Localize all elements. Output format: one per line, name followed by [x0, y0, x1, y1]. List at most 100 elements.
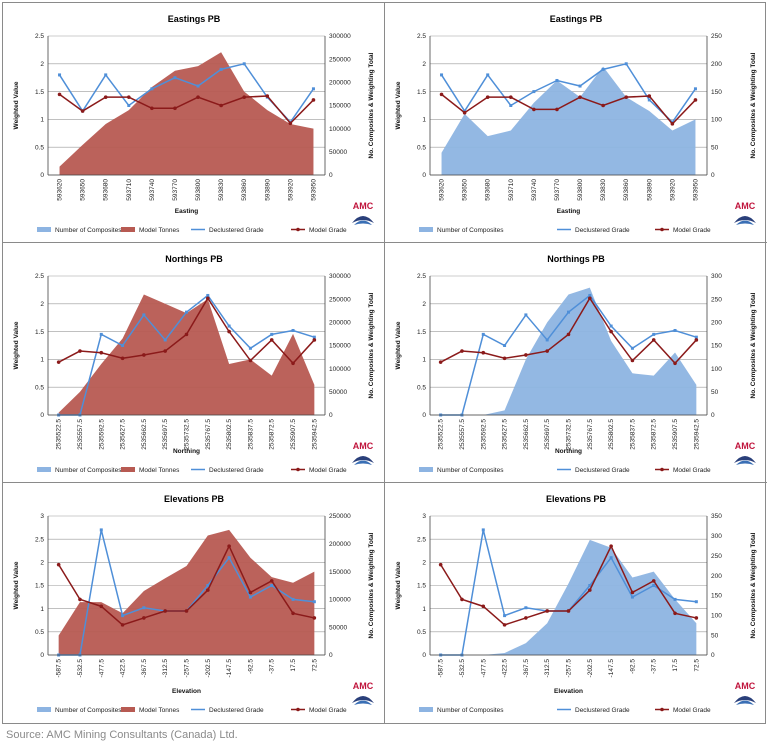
point-model-grade	[206, 588, 210, 592]
y-tick-label: 1.5	[35, 329, 44, 336]
point-model-grade	[439, 92, 444, 97]
point-declustered-grade	[242, 62, 246, 66]
point-model-grade	[142, 353, 146, 357]
series-declustered-grade	[440, 62, 697, 124]
x-tick-label: 2535802.5	[608, 419, 615, 450]
legend-marker	[296, 467, 300, 472]
x-tick-label: 593860	[623, 179, 630, 201]
point-model-grade	[460, 597, 464, 602]
point-declustered-grade	[624, 62, 628, 66]
x-tick-label: 593890	[646, 179, 653, 201]
chart-title: Eastings PB	[168, 14, 221, 24]
y2-tick-label: 300000	[329, 33, 351, 40]
point-model-grade	[184, 609, 189, 613]
y2-tick-label: 100	[711, 117, 722, 124]
x-tick-label: 2535802.5	[226, 419, 233, 450]
point-declustered-grade	[694, 600, 698, 604]
x-tick-label: 2535627.5	[120, 419, 127, 450]
y2-tick-label: 150000	[329, 343, 351, 350]
point-model-grade	[673, 361, 677, 366]
legend-label: Number of Composites	[55, 227, 122, 234]
point-model-grade	[566, 609, 571, 613]
y2-tick-label: 200	[711, 61, 722, 68]
point-declustered-grade	[588, 293, 592, 297]
point-declustered-grade	[99, 332, 103, 336]
y2-tick-label: 250000	[329, 56, 351, 63]
y-tick-label: 1.5	[417, 89, 426, 96]
y2-tick-label: 100000	[329, 366, 351, 373]
legend-label: Model Grade	[673, 467, 711, 474]
y-tick-label: 0	[40, 652, 44, 659]
point-model-grade	[630, 358, 635, 363]
y2-tick-label: 0	[711, 172, 715, 179]
legend-label: Model Tonnes	[139, 467, 180, 474]
y-tick-label: 0.5	[35, 384, 44, 391]
x-tick-label: 2535592.5	[480, 419, 487, 450]
point-model-grade	[312, 616, 317, 620]
y-tick-label: 1.5	[417, 583, 426, 590]
amc-logo: AMC	[352, 441, 374, 465]
amc-logo: AMC	[734, 681, 756, 705]
point-declustered-grade	[503, 614, 507, 618]
legend-label: Number of Composites	[55, 467, 122, 474]
y-tick-label: 2	[422, 560, 426, 567]
x-axis-label: Elevation	[554, 688, 583, 695]
y-tick-label: 3	[422, 513, 426, 520]
x-tick-label: 593800	[577, 179, 584, 201]
point-model-grade	[651, 338, 656, 342]
point-model-grade	[265, 94, 270, 98]
point-model-grade	[142, 616, 146, 620]
point-declustered-grade	[609, 324, 613, 328]
point-declustered-grade	[248, 595, 252, 599]
x-tick-label: 2535872.5	[651, 419, 658, 450]
x-tick-label: 593950	[692, 179, 699, 201]
legend-label: Model Tonnes	[139, 227, 180, 234]
legend-swatch	[37, 227, 51, 232]
x-tick-label: -37.5	[269, 659, 276, 674]
point-model-grade	[56, 360, 61, 364]
x-tick-label: -367.5	[141, 659, 148, 678]
point-declustered-grade	[647, 98, 651, 102]
x-axis-label: Northing	[555, 448, 582, 455]
x-tick-label: 593830	[218, 179, 225, 201]
x-axis-label: Elevation	[172, 688, 201, 695]
x-tick-label: 593860	[241, 179, 248, 201]
x-tick-label: 2535837.5	[629, 419, 636, 450]
point-model-grade	[291, 361, 295, 366]
point-model-grade	[630, 590, 635, 595]
y2-tick-label: 50000	[329, 149, 347, 156]
y2-tick-label: 100	[711, 612, 722, 619]
y2-axis-label: No. Composites & Weighting Total	[750, 532, 757, 638]
x-tick-label: 593830	[600, 179, 607, 201]
y-tick-label: 0.5	[417, 629, 426, 636]
y-tick-label: 1.5	[35, 89, 44, 96]
x-tick-label: 2535767.5	[205, 419, 212, 450]
point-model-grade	[206, 296, 210, 301]
y2-tick-label: 150000	[329, 569, 351, 576]
x-tick-label: -202.5	[205, 659, 212, 678]
y-tick-label: 0	[40, 172, 44, 179]
point-declustered-grade	[150, 87, 154, 91]
x-tick-label: -587.5	[56, 659, 63, 678]
y2-tick-label: 0	[329, 412, 333, 419]
y-tick-label: 1	[40, 606, 44, 613]
y-tick-label: 2	[422, 61, 426, 68]
point-model-grade	[588, 588, 592, 592]
point-model-grade	[481, 604, 486, 609]
x-tick-label: 2535942.5	[693, 419, 700, 450]
point-declustered-grade	[142, 606, 146, 610]
legend-label: Declustered Grade	[575, 227, 630, 234]
x-tick-label: 2535662.5	[523, 419, 530, 450]
amc-logo-text: AMC	[353, 681, 374, 691]
amc-logo-wave-icon	[736, 220, 754, 225]
point-declustered-grade	[652, 584, 656, 587]
point-declustered-grade	[545, 338, 549, 342]
amc-logo-text: AMC	[735, 201, 756, 211]
point-model-grade	[502, 623, 507, 627]
point-model-grade	[248, 358, 253, 363]
point-declustered-grade	[609, 556, 613, 560]
point-model-grade	[532, 107, 536, 112]
point-model-grade	[219, 103, 223, 108]
y-tick-label: 0	[40, 412, 44, 419]
point-model-grade	[99, 604, 104, 609]
